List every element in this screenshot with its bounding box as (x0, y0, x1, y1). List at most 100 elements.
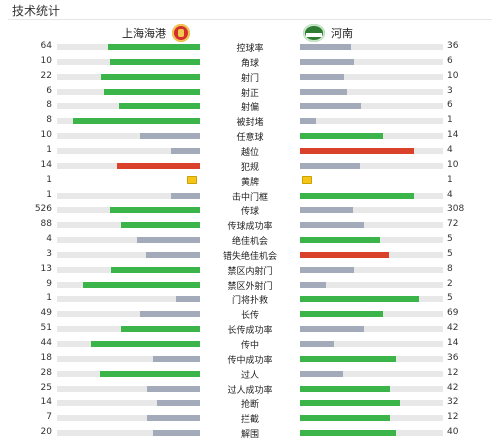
home-value: 10 (40, 130, 52, 141)
away-bar-track (300, 162, 443, 169)
away-bar-track (300, 385, 443, 392)
away-bar-fill (300, 58, 355, 65)
stat-label: 被封堵 (236, 118, 264, 129)
away-bar-fill (300, 73, 345, 80)
away-bar-fill (300, 355, 396, 362)
stat-row: 25 42 过人成功率 (0, 382, 500, 397)
away-team[interactable]: 河南 (303, 24, 353, 42)
away-value: 3 (447, 85, 453, 96)
home-bar-fill (104, 88, 200, 95)
stat-row: 9 2 禁区外射门 (0, 278, 500, 293)
stat-label: 越位 (240, 147, 259, 158)
away-bar-track (300, 341, 443, 347)
home-value: 1 (46, 189, 52, 200)
away-bar-track (300, 192, 443, 199)
away-team-logo-icon (303, 24, 325, 42)
home-bar-track (57, 385, 200, 392)
stat-row: 6 3 射正 (0, 85, 500, 100)
stat-row: 14 32 抢断 (0, 396, 500, 411)
away-bar-track (300, 147, 443, 154)
home-value: 7 (46, 412, 52, 423)
home-bar-fill (171, 147, 200, 154)
home-bar-fill (139, 311, 200, 318)
away-bar-track (300, 118, 443, 125)
stat-label: 射门 (240, 73, 259, 84)
stat-label: 抢断 (240, 400, 259, 411)
home-bar-fill (157, 400, 200, 407)
home-bar-track (57, 222, 200, 229)
home-bar-track (57, 88, 200, 95)
away-value: 36 (447, 41, 459, 51)
away-value: 5 (447, 248, 453, 259)
home-bar-fill (117, 162, 200, 169)
stat-label: 传球成功率 (227, 222, 273, 233)
home-value: 18 (40, 352, 52, 363)
away-team-name: 河南 (331, 27, 353, 40)
stat-row: 8 1 被封堵 (0, 114, 500, 129)
section-title: 技术统计 (12, 4, 61, 18)
home-bar-fill (145, 251, 200, 258)
stat-label: 禁区内射门 (227, 266, 273, 277)
stat-row: 1 1 黄牌 (0, 174, 500, 189)
stat-label: 犯规 (240, 162, 259, 173)
stat-row: 4 5 绝佳机会 (0, 233, 500, 248)
stat-row: 1 4 击中门框 (0, 189, 500, 204)
stat-label: 禁区外射门 (227, 281, 273, 292)
away-value: 308 (447, 204, 465, 215)
home-bar-track (57, 355, 200, 362)
away-bar-track (300, 44, 443, 50)
away-bar-fill (300, 192, 415, 199)
home-value: 49 (40, 308, 52, 319)
stat-label: 门将扑救 (231, 296, 268, 307)
home-value: 10 (40, 55, 52, 66)
home-bar-track (57, 296, 200, 303)
away-bar-fill (300, 430, 396, 437)
header-divider (8, 19, 492, 20)
home-value: 526 (34, 204, 52, 215)
away-bar-fill (300, 415, 391, 422)
home-value: 22 (40, 70, 52, 81)
away-value: 8 (447, 263, 453, 274)
away-bar-fill (300, 266, 355, 273)
home-team[interactable]: 上海海港 (122, 24, 190, 42)
away-bar-track (300, 73, 443, 80)
stat-row: 1 4 越位 (0, 144, 500, 159)
stat-label: 控球率 (236, 44, 264, 54)
away-bar-fill (300, 237, 381, 244)
away-value: 12 (447, 367, 459, 378)
stat-label: 传中 (240, 341, 259, 351)
stat-label: 长传 (240, 311, 259, 322)
home-bar-fill (101, 73, 200, 80)
stat-row: 64 36 控球率 (0, 40, 500, 55)
stat-label: 射正 (240, 88, 259, 99)
stat-row: 22 10 射门 (0, 70, 500, 85)
home-bar-fill (118, 103, 200, 110)
stat-label: 射偏 (240, 103, 259, 114)
away-bar-fill (300, 400, 401, 407)
away-bar-track (300, 133, 443, 140)
stat-label: 黄牌 (240, 177, 259, 188)
away-bar-track (300, 207, 443, 214)
home-bar-track (57, 133, 200, 140)
away-bar-fill (300, 281, 326, 288)
away-bar-fill (300, 311, 383, 318)
home-bar-fill (152, 355, 200, 362)
home-bar-fill (139, 133, 200, 140)
home-bar-track (57, 58, 200, 65)
home-value: 1 (46, 174, 52, 185)
stat-row: 10 14 任意球 (0, 129, 500, 144)
away-value: 36 (447, 352, 459, 363)
stat-label: 角球 (240, 58, 259, 69)
home-bar-fill (108, 44, 200, 50)
home-bar-fill (147, 385, 200, 392)
home-value: 4 (46, 234, 52, 245)
home-bar-track (57, 207, 200, 214)
away-value: 14 (447, 130, 459, 141)
home-bar-fill (109, 58, 200, 65)
home-bar-fill (171, 192, 200, 199)
away-value: 5 (447, 293, 453, 304)
stat-row: 13 8 禁区内射门 (0, 263, 500, 278)
stat-row: 1 5 门将扑救 (0, 292, 500, 307)
home-bar-fill (121, 222, 200, 229)
away-bar-fill (300, 296, 419, 303)
